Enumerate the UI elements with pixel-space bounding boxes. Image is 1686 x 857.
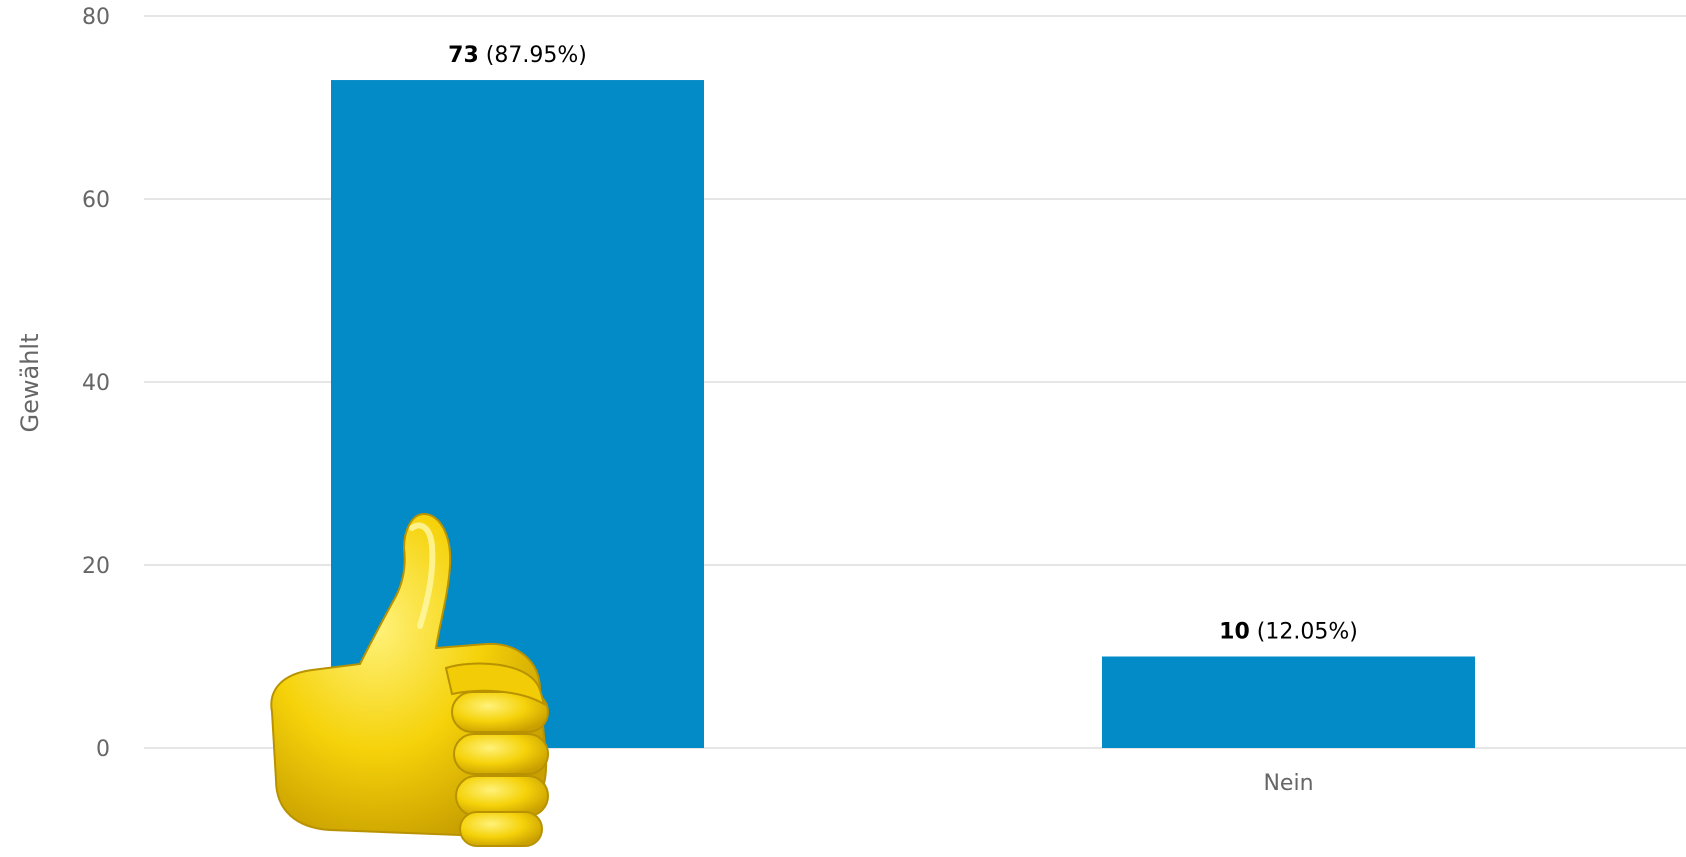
y-tick-label: 20	[82, 554, 110, 579]
y-tick-label: 40	[82, 371, 110, 396]
y-tick-label: 80	[82, 5, 110, 30]
data-labels: 73 (87.95%) 10 (12.05%)	[448, 43, 1358, 644]
thumbs-up-icon	[270, 512, 549, 847]
category-label-nein: Nein	[1263, 771, 1313, 796]
y-axis-title: Gewählt	[16, 334, 44, 433]
data-label-nein: 10 (12.05%)	[1219, 620, 1358, 645]
bar-nein	[1102, 656, 1475, 748]
y-tick-label: 0	[96, 737, 110, 762]
x-axis-categories: JaNein	[506, 771, 1314, 796]
y-tick-label: 60	[82, 188, 110, 213]
data-label-ja: 73 (87.95%)	[448, 43, 587, 68]
y-axis-ticks: 0 20 40 60 80	[82, 5, 110, 762]
